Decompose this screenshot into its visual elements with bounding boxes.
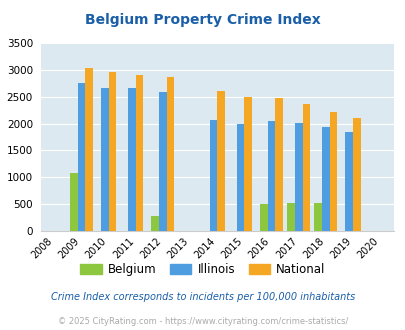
Bar — [329, 112, 337, 231]
Bar — [70, 173, 77, 231]
Bar — [302, 104, 309, 231]
Bar — [352, 117, 360, 231]
Bar — [321, 127, 329, 231]
Text: © 2025 CityRating.com - https://www.cityrating.com/crime-statistics/: © 2025 CityRating.com - https://www.city… — [58, 317, 347, 326]
Bar — [108, 73, 116, 231]
Bar — [287, 203, 294, 231]
Bar — [275, 98, 282, 231]
Bar — [166, 77, 174, 231]
Bar — [101, 87, 108, 231]
Legend: Belgium, Illinois, National: Belgium, Illinois, National — [75, 258, 330, 281]
Bar — [217, 91, 224, 231]
Bar — [345, 132, 352, 231]
Bar — [85, 68, 92, 231]
Bar — [159, 92, 166, 231]
Bar — [260, 204, 267, 231]
Bar — [209, 120, 217, 231]
Text: Belgium Property Crime Index: Belgium Property Crime Index — [85, 13, 320, 27]
Bar — [314, 203, 321, 231]
Bar — [294, 123, 302, 231]
Text: Crime Index corresponds to incidents per 100,000 inhabitants: Crime Index corresponds to incidents per… — [51, 292, 354, 302]
Bar — [267, 121, 275, 231]
Bar — [151, 216, 159, 231]
Bar — [128, 87, 135, 231]
Bar — [236, 124, 244, 231]
Bar — [244, 97, 252, 231]
Bar — [77, 83, 85, 231]
Bar — [135, 75, 143, 231]
